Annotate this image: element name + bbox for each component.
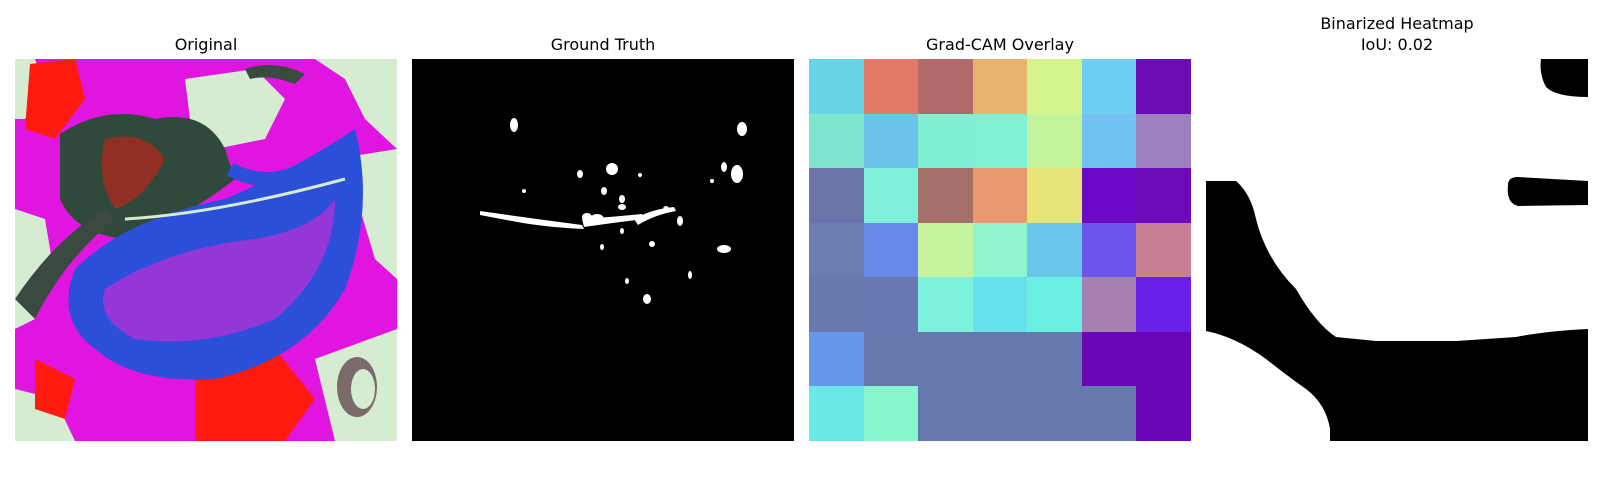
original-image [15,59,397,441]
gradcam-cell [972,59,1028,114]
gradcam-cell [809,222,864,278]
gradcam-cell [1136,222,1191,278]
gradcam-cell [918,331,973,387]
gradcam-cell [1081,168,1137,223]
gradcam-cell [1027,277,1082,332]
gradcam-cell [863,277,919,332]
gradcam-cell [1027,168,1082,223]
gradcam-cell [1136,168,1191,223]
gradcam-cell [809,59,864,114]
panel-title-binarized: Binarized Heatmap IoU: 0.02 [1206,13,1588,55]
gradcam-cell [809,168,864,223]
gradcam-cell [1027,331,1082,387]
gradcam-cell [863,59,919,114]
gradcam-cell [918,386,973,441]
gradcam-cell [863,168,919,223]
original-image-graphic [15,59,397,441]
gradcam-cell [863,222,919,278]
gradcam-overlay [809,59,1191,441]
gradcam-cell [809,386,864,441]
gradcam-cell [918,277,973,332]
gradcam-cell [972,331,1028,387]
panel-title-gradcam: Grad-CAM Overlay [926,35,1074,54]
gradcam-cell [1081,59,1137,114]
gradcam-cell [1027,222,1082,278]
gradcam-cell [809,113,864,169]
gradcam-cell [1081,331,1137,387]
gradcam-cell [1081,277,1137,332]
panel-title-original: Original [174,35,238,54]
gradcam-cell [972,168,1028,223]
gradcam-cell [809,331,864,387]
binarized-heatmap [1206,59,1588,441]
iou-score: IoU: 0.02 [1360,35,1434,54]
gradcam-cell [809,277,864,332]
gradcam-cell [972,113,1028,169]
gradcam-cell [918,168,973,223]
gradcam-cell [1136,113,1191,169]
gradcam-cell [972,277,1028,332]
gradcam-cell [1027,386,1082,441]
gradcam-cell [972,386,1028,441]
ground-truth-mask [412,59,794,441]
gradcam-cell [1136,277,1191,332]
gradcam-cell [918,113,973,169]
gradcam-cell [1027,113,1082,169]
gradcam-cell [1081,386,1137,441]
panel-title-ground-truth: Ground Truth [550,35,656,54]
gradcam-cell [1027,59,1082,114]
gradcam-cell [1136,59,1191,114]
gradcam-cell [918,222,973,278]
gradcam-cell [1136,386,1191,441]
gradcam-grid [809,59,1191,441]
gradcam-cell [1081,113,1137,169]
gradcam-cell [863,386,919,441]
ground-truth-graphic [412,59,794,441]
gradcam-cell [1081,222,1137,278]
gradcam-cell [1136,331,1191,387]
gradcam-cell [972,222,1028,278]
gradcam-cell [863,331,919,387]
binarized-title-line: Binarized Heatmap [1320,14,1474,33]
gradcam-cell [918,59,973,114]
binarized-heatmap-graphic [1206,59,1588,441]
gradcam-cell [863,113,919,169]
